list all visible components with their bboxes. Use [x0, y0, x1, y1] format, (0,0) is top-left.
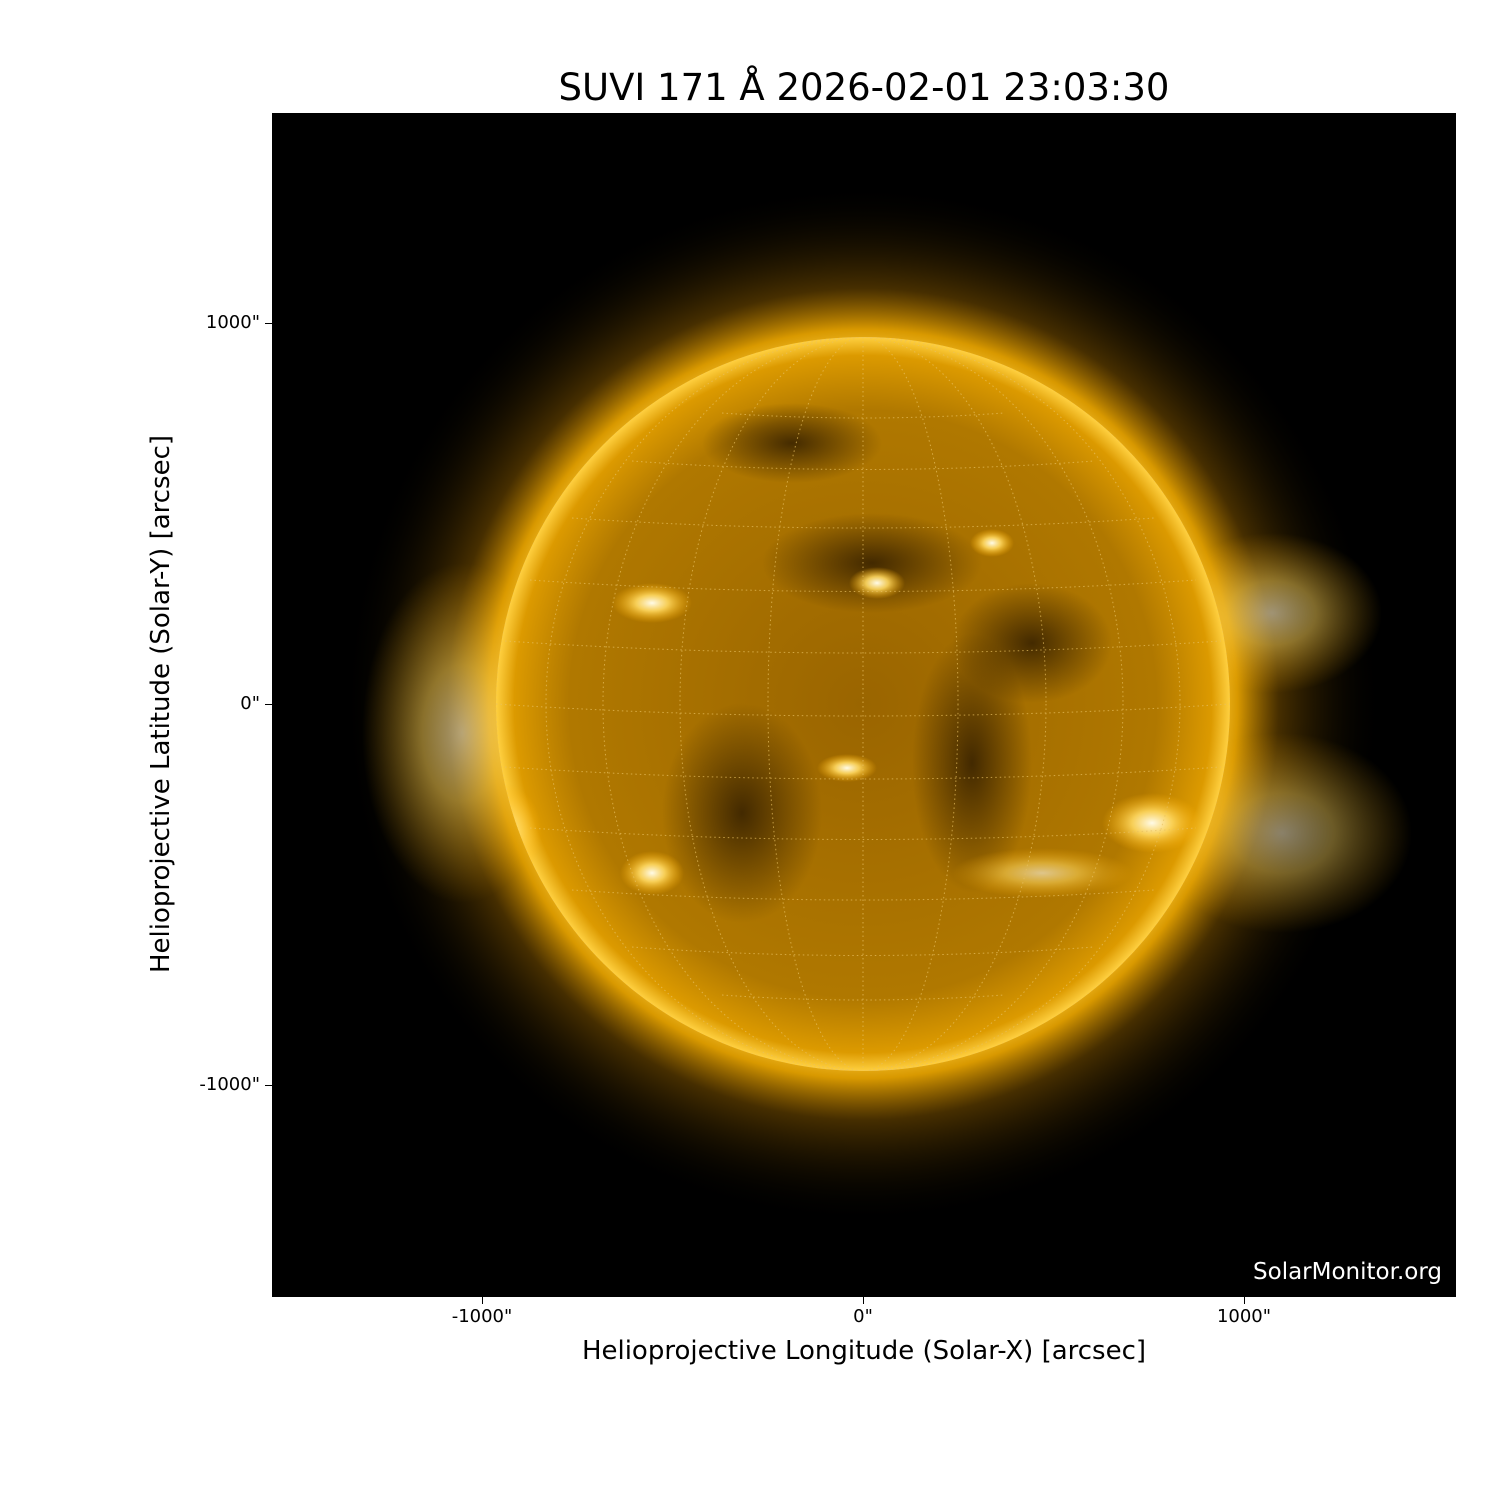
- y-tick-label: -1000": [199, 1074, 260, 1095]
- x-tick: [482, 1297, 483, 1304]
- x-tick-label: 0": [853, 1306, 873, 1327]
- y-axis-label: Helioprojective Latitude (Solar-Y) [arcs…: [146, 434, 176, 974]
- x-tick: [863, 1297, 864, 1304]
- sun-disk-image: [343, 184, 1412, 1224]
- y-tick-label: 1000": [205, 312, 260, 333]
- x-tick: [1244, 1297, 1245, 1304]
- y-tick: [265, 704, 272, 705]
- y-tick: [265, 323, 272, 324]
- solar-image: SolarMonitor.org: [272, 113, 1456, 1297]
- x-axis-label: Helioprojective Longitude (Solar-X) [arc…: [581, 1336, 1147, 1366]
- y-tick: [265, 1085, 272, 1086]
- x-tick-label: 1000": [1216, 1306, 1272, 1327]
- plot-title: SUVI 171 Å 2026-02-01 23:03:30: [558, 66, 1170, 109]
- x-tick-label: -1000": [451, 1306, 513, 1327]
- coordinate-grid: [496, 337, 1230, 1071]
- watermark: SolarMonitor.org: [1253, 1259, 1442, 1285]
- y-tick-label: 0": [240, 693, 260, 714]
